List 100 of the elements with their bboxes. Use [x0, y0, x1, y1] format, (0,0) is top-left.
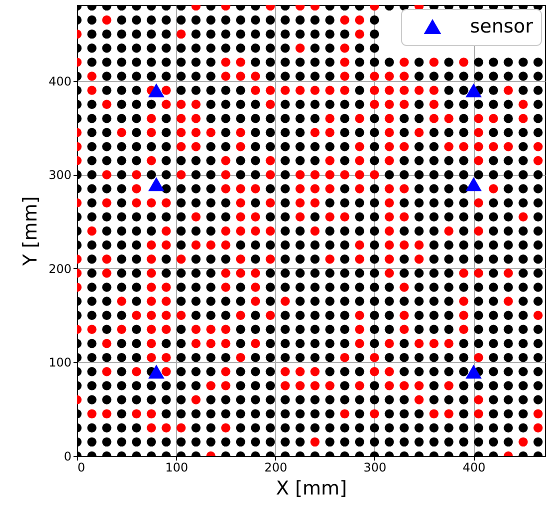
point: [191, 198, 201, 208]
point: [340, 367, 350, 376]
point: [504, 352, 513, 362]
point: [266, 72, 275, 81]
point: [146, 15, 156, 25]
point: [429, 212, 439, 222]
point: [162, 58, 171, 67]
x-tick-label: 300: [364, 460, 386, 474]
point: [340, 86, 350, 95]
point: [236, 254, 246, 264]
point: [221, 184, 230, 194]
point: [117, 381, 126, 390]
point: [444, 86, 454, 95]
point: [191, 395, 201, 404]
point: [533, 198, 543, 208]
point: [444, 72, 454, 81]
point: [280, 254, 290, 264]
point: [340, 352, 350, 362]
point: [162, 142, 171, 152]
point: [280, 352, 290, 362]
point: [325, 170, 334, 180]
point: [206, 381, 216, 390]
point: [295, 240, 305, 250]
point: [191, 86, 201, 95]
point: [310, 310, 320, 320]
point: [370, 409, 380, 418]
point: [102, 395, 112, 404]
point: [221, 29, 230, 39]
point: [370, 198, 380, 208]
point: [176, 367, 186, 376]
point: [148, 177, 164, 192]
point: [102, 367, 112, 376]
point: [250, 44, 260, 53]
point: [459, 86, 468, 95]
point: [117, 310, 126, 320]
point: [132, 128, 142, 138]
point: [266, 296, 275, 306]
point: [250, 423, 260, 432]
point: [250, 86, 260, 95]
point: [459, 409, 468, 418]
point: [295, 395, 305, 404]
point: [533, 310, 543, 320]
point: [325, 395, 334, 404]
point: [459, 240, 468, 250]
point: [117, 114, 126, 124]
point: [191, 170, 201, 180]
point: [250, 170, 260, 180]
point: [266, 268, 275, 278]
point: [370, 367, 380, 376]
point: [325, 29, 334, 39]
point: [132, 226, 142, 236]
point: [266, 58, 275, 67]
point: [87, 324, 96, 334]
point: [295, 282, 305, 292]
point: [444, 395, 454, 404]
point: [370, 58, 380, 67]
point: [146, 268, 156, 278]
point: [429, 240, 439, 250]
point: [340, 381, 350, 390]
point: [132, 395, 142, 404]
point: [162, 170, 171, 180]
point: [504, 226, 513, 236]
point: [518, 338, 528, 348]
point: [310, 170, 320, 180]
point: [444, 367, 454, 376]
point: [474, 437, 484, 447]
point: [310, 338, 320, 348]
point: [400, 381, 409, 390]
point: [518, 198, 528, 208]
point: [206, 423, 216, 432]
point: [132, 44, 142, 53]
point: [533, 142, 543, 152]
point: [504, 198, 513, 208]
point: [340, 184, 350, 194]
point: [221, 423, 230, 432]
point: [295, 170, 305, 180]
point: [533, 226, 543, 236]
point: [340, 156, 350, 166]
point: [132, 352, 142, 362]
point: [132, 100, 142, 109]
point: [191, 240, 201, 250]
point: [117, 100, 126, 109]
point: [518, 395, 528, 404]
point: [370, 381, 380, 390]
point: [236, 352, 246, 362]
point: [370, 226, 380, 236]
point: [429, 437, 439, 447]
point: [87, 156, 96, 166]
point: [310, 324, 320, 334]
point: [414, 114, 424, 124]
point: [191, 114, 201, 124]
point: [459, 142, 468, 152]
point: [444, 212, 454, 222]
point: [533, 72, 543, 81]
point: [444, 409, 454, 418]
point: [162, 198, 171, 208]
point: [206, 170, 216, 180]
point: [533, 58, 543, 67]
point: [146, 58, 156, 67]
point: [266, 395, 275, 404]
